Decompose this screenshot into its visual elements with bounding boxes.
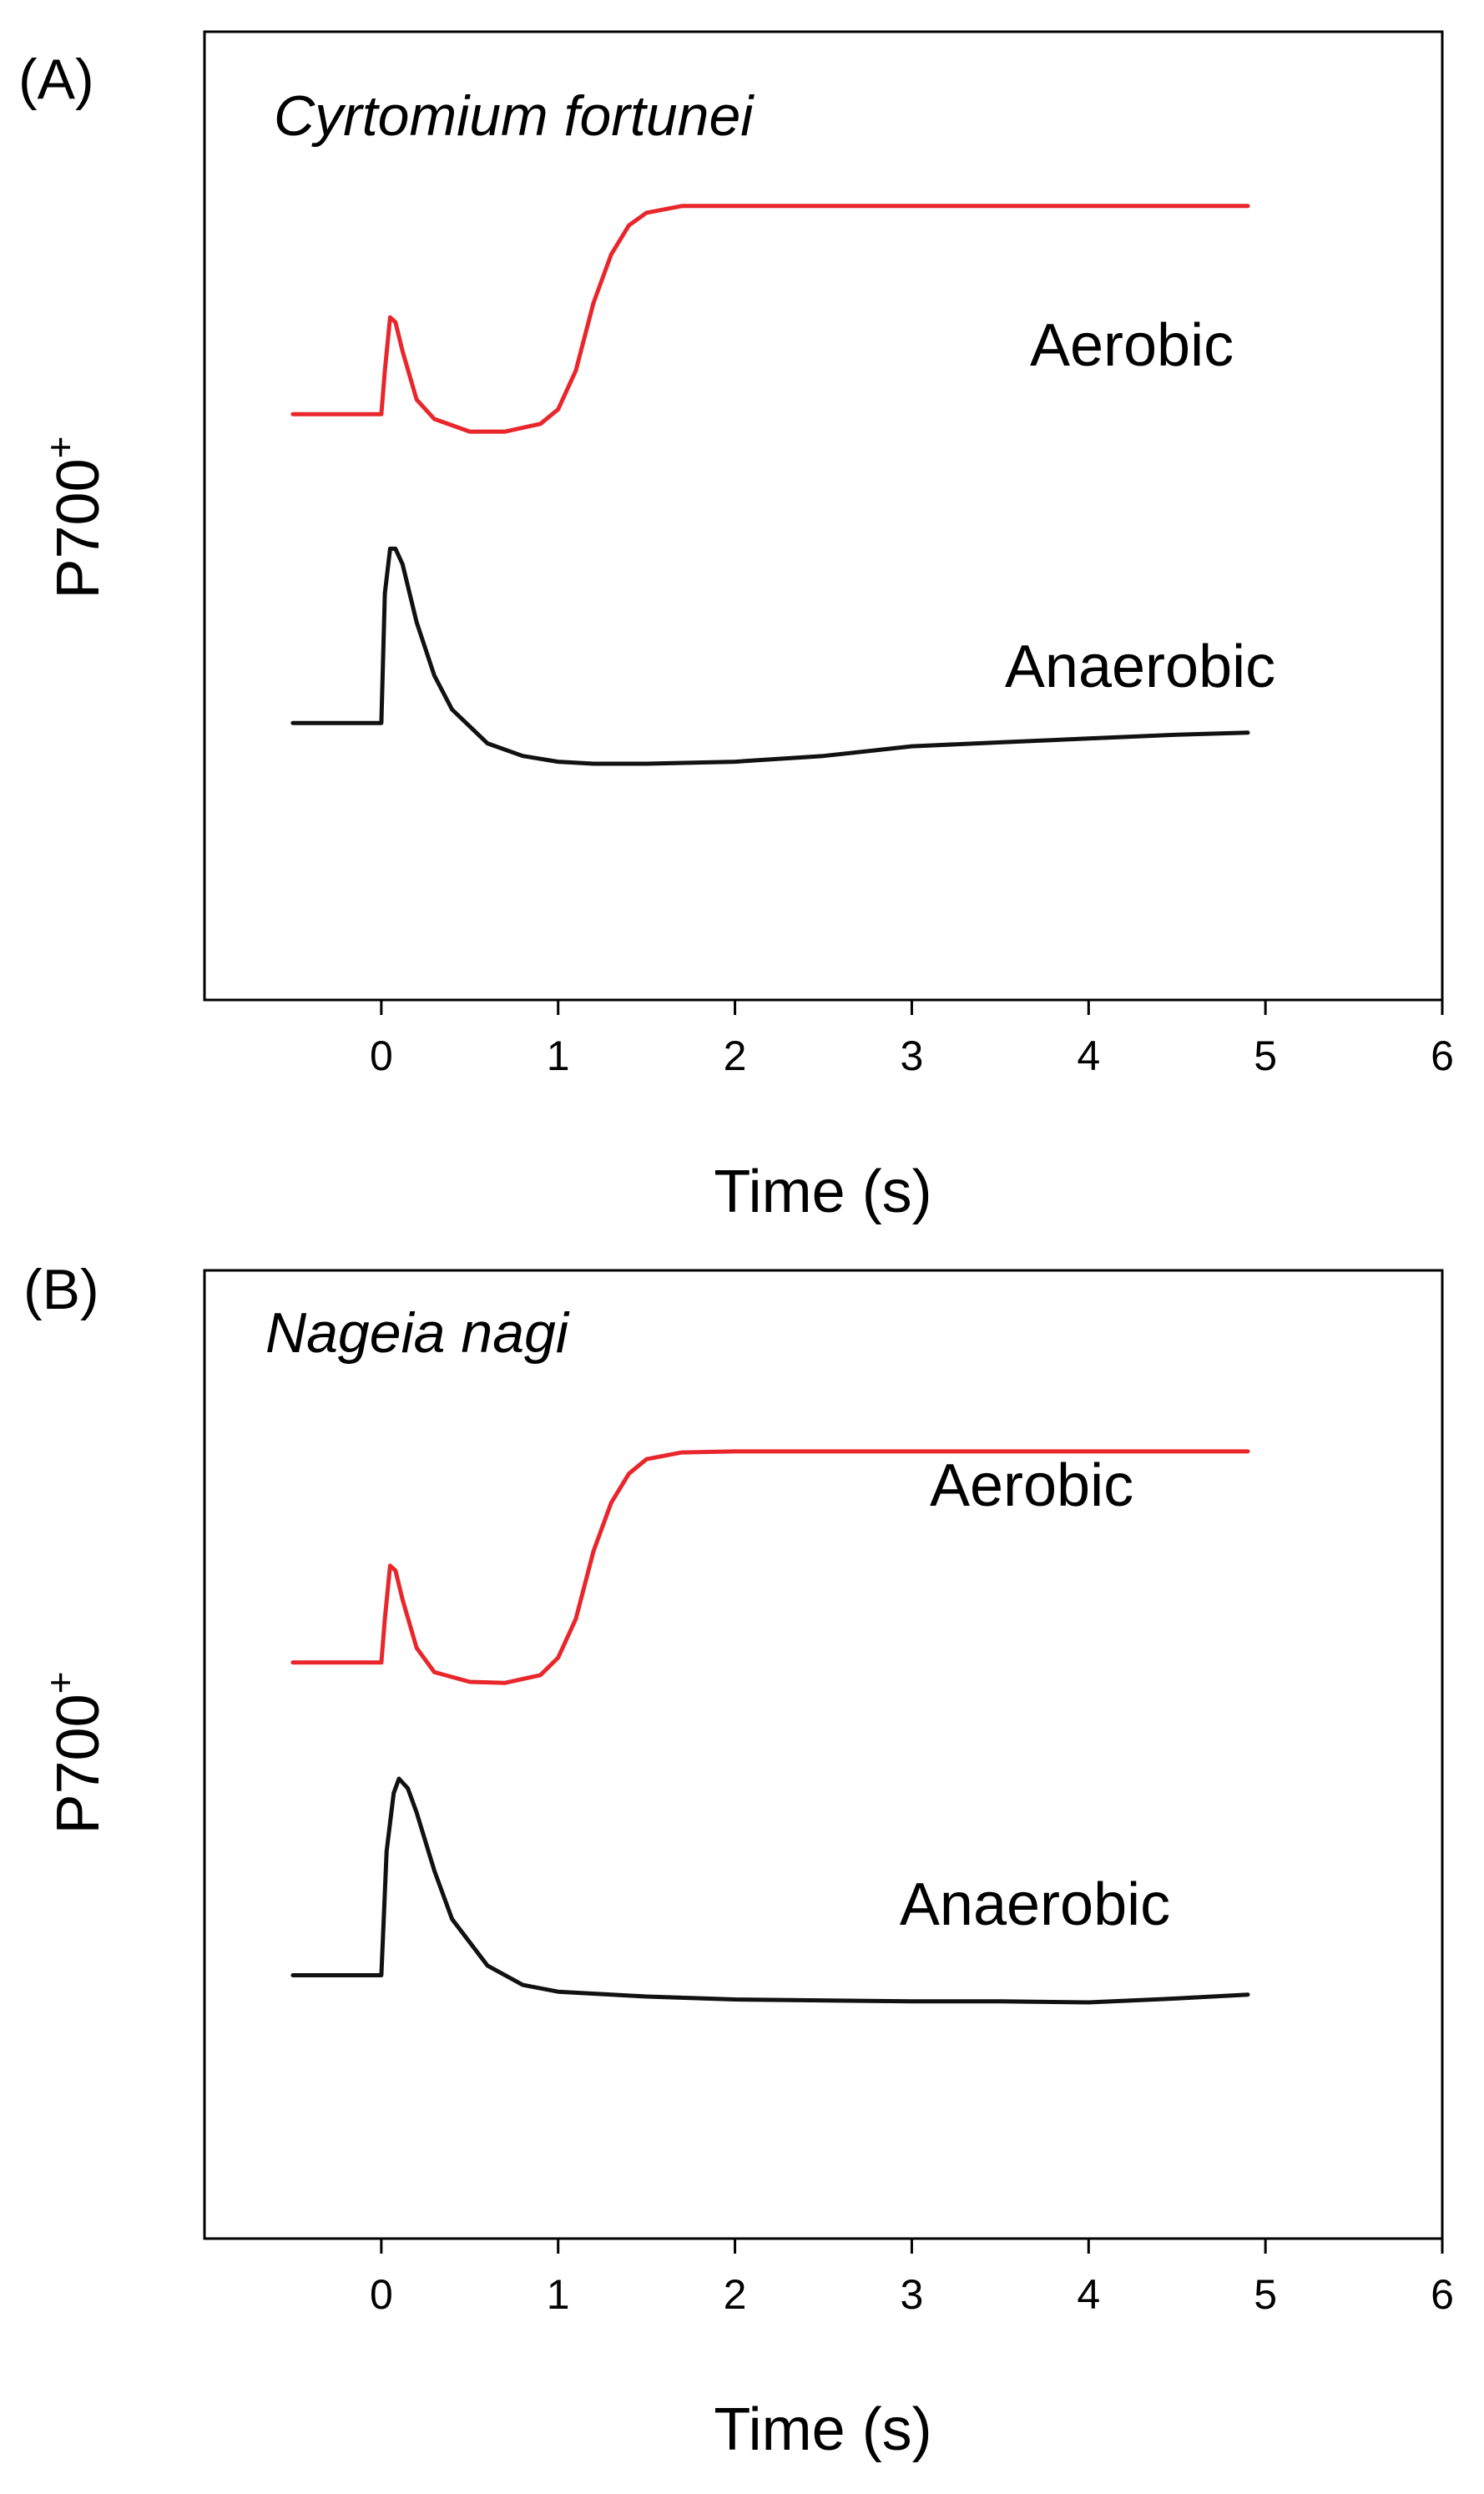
panel-b-species-title: Nageia nagi [265,1301,570,1365]
panel-a-x-tick-label-6: 6 [1431,1032,1454,1079]
panel-b-x-tick-label-0: 0 [370,2271,393,2318]
panel-b-y-axis-label: P700+ [38,1671,112,1834]
panel-a-x-ticks: 0 1 2 3 4 5 6 [370,1000,1454,1079]
panel-a-x-tick-label-5: 5 [1254,1032,1277,1079]
panel-a-x-tick-label-2: 2 [724,1032,747,1079]
panel-a-y-axis-label-superscript: + [38,436,82,458]
panel-b-x-tick-label-5: 5 [1254,2271,1277,2318]
panel-a-x-tick-label-3: 3 [901,1032,924,1079]
panel-a-x-axis-label: Time (s) [714,1159,931,1225]
panel-b-x-ticks: 0 1 2 3 4 5 6 [370,2239,1454,2318]
panel-b-aerobic-label: Aerobic [930,1452,1133,1519]
panel-b-anaerobic-trace [290,1776,1250,2005]
panel-a-x-tick-label-1: 1 [547,1032,570,1079]
panel-a-anaerobic-label: Anaerobic [1005,634,1275,700]
panel-a-plot-frame [203,30,1444,1002]
panel-a-x-tick-label-0: 0 [370,1032,393,1079]
panel-b-aerobic-trace [290,1449,1250,1685]
panel-a-label: (A) [18,48,94,111]
panel-a-y-axis-label-main: P700 [45,458,112,598]
panel-a-aerobic-trace [290,204,1250,434]
panel-b-x-tick-label-6: 6 [1431,2271,1454,2318]
panel-a-species-title: Cyrtomium fortunei [274,84,755,148]
panel-b-y-axis-label-main: P700 [45,1694,112,1834]
panel-a-x-tick-label-4: 4 [1077,1032,1100,1079]
panel-b-y-axis-label-superscript: + [38,1671,82,1694]
panel-b: (B) Nageia nagi 0 1 2 3 4 5 6 Time (s) P700+ A… [23,1258,1454,2463]
panel-b-anaerobic-label: Anaerobic [900,1871,1170,1938]
panel-b-plot-frame [203,1269,1444,2240]
panel-b-label: (B) [23,1258,99,1321]
panel-b-x-tick-label-3: 3 [901,2271,924,2318]
panel-b-x-axis-label: Time (s) [714,2396,931,2463]
panel-a-y-axis-label: P700+ [38,436,112,598]
panel-b-x-tick-label-1: 1 [547,2271,570,2318]
panel-b-x-tick-label-4: 4 [1077,2271,1100,2318]
panel-a-aerobic-label: Aerobic [1030,312,1234,379]
panel-a-anaerobic-trace [290,546,1250,766]
panel-b-x-tick-label-2: 2 [724,2271,747,2318]
